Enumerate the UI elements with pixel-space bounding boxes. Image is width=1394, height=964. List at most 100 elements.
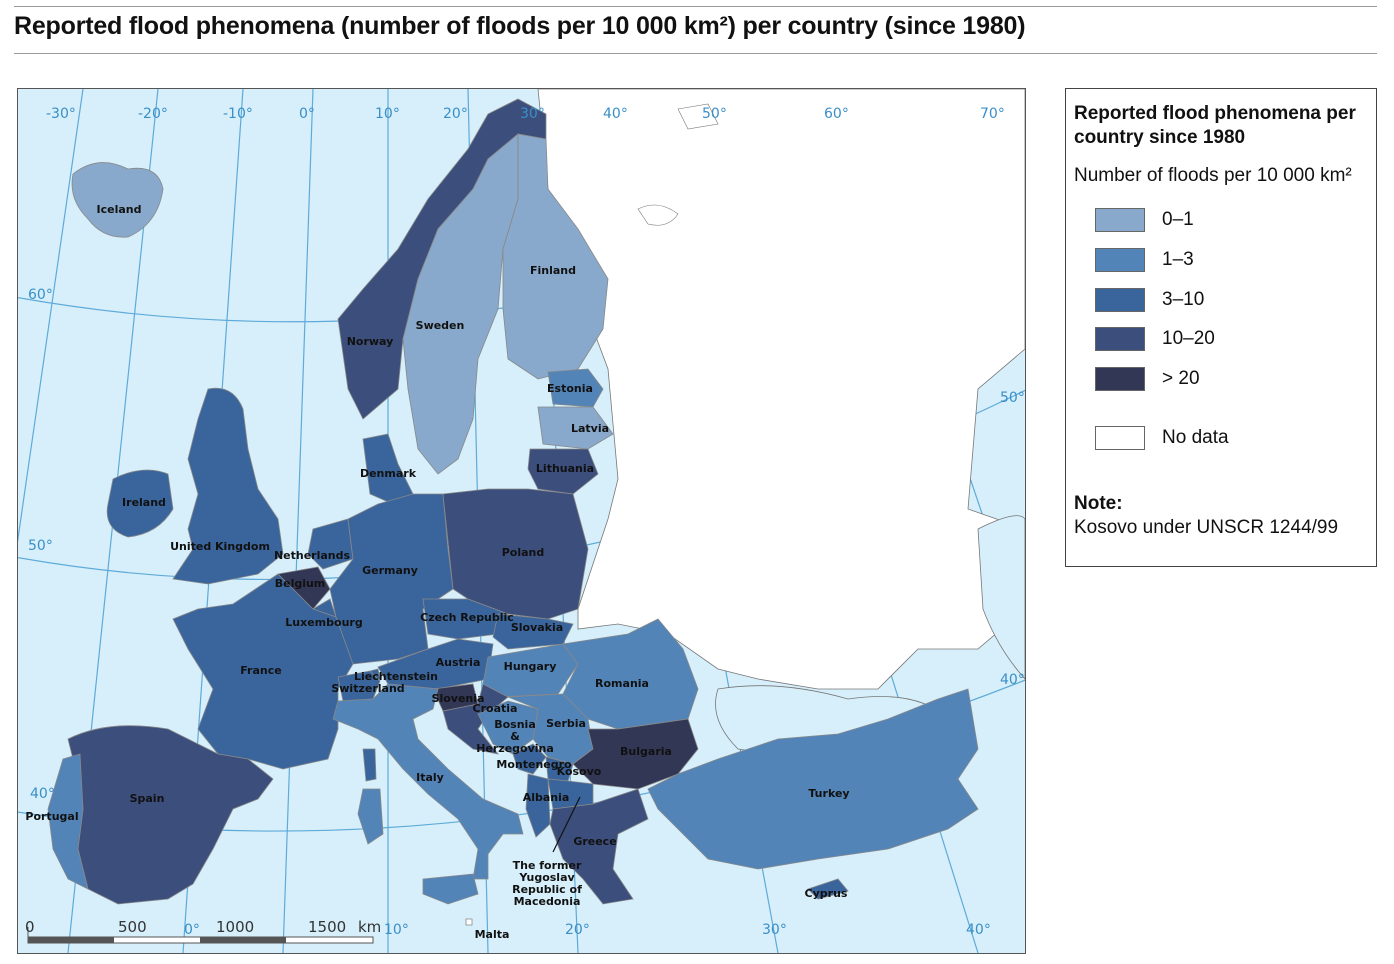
- country-germany[interactable]: [329, 493, 454, 665]
- lat-label: 60°: [28, 287, 53, 303]
- lon-label: 20°: [565, 922, 590, 938]
- label-montenegro: Montenegro: [496, 758, 572, 771]
- scale-label-500: 500: [118, 918, 147, 936]
- legend-subtitle: Number of floods per 10 000 km²: [1074, 165, 1352, 186]
- label-albania: Albania: [523, 791, 570, 804]
- label-slovenia: Slovenia: [432, 692, 485, 705]
- lat-label: 40°: [1000, 672, 1025, 688]
- lon-label: 30°: [762, 922, 787, 938]
- legend-swatch: [1095, 426, 1145, 450]
- country-turkey[interactable]: [647, 688, 979, 870]
- legend-item: 10–20: [1095, 326, 1215, 352]
- country-united-kingdom[interactable]: [172, 387, 284, 585]
- country-sweden[interactable]: [402, 133, 519, 475]
- country-cyprus[interactable]: [807, 878, 849, 900]
- country-estonia[interactable]: [547, 368, 604, 408]
- label-fyrom: The former Yugoslav Republic of Macedonia: [512, 859, 582, 908]
- country-portugal[interactable]: [47, 753, 89, 890]
- scale-label-1000: 1000: [216, 918, 254, 936]
- top-rule: [14, 6, 1377, 7]
- scale-unit: km: [358, 918, 381, 936]
- label-romania: Romania: [595, 677, 649, 690]
- legend-swatch: [1095, 367, 1145, 391]
- scale-label-1500: 1500: [308, 918, 346, 936]
- label-finland: Finland: [530, 264, 576, 277]
- country-albania[interactable]: [525, 773, 551, 838]
- legend-item: 3–10: [1095, 287, 1204, 313]
- label-turkey: Turkey: [808, 787, 849, 800]
- country-montenegro[interactable]: [512, 743, 547, 775]
- lon-label: -10°: [223, 106, 253, 122]
- label-united-kingdom: United Kingdom: [170, 540, 270, 553]
- country-italy[interactable]: [332, 683, 524, 880]
- label-germany: Germany: [362, 564, 418, 577]
- country-malta[interactable]: [465, 918, 473, 926]
- map-frame[interactable]: Iceland Norway Sweden Finland Estonia La…: [17, 88, 1026, 954]
- country-fyrom[interactable]: [547, 778, 594, 810]
- lon-label: 40°: [603, 106, 628, 122]
- legend-note-text: Kosovo under UNSCR 1244/99: [1074, 517, 1339, 538]
- label-france: France: [240, 664, 281, 677]
- legend-swatch: [1095, 327, 1145, 351]
- country-iceland[interactable]: [71, 162, 164, 238]
- country-sicily[interactable]: [422, 873, 479, 905]
- lon-label: 0°: [184, 922, 200, 938]
- label-netherlands: Netherlands: [274, 549, 351, 562]
- label-ireland: Ireland: [122, 496, 166, 509]
- page-title: Reported flood phenomena (number of floo…: [14, 12, 1026, 40]
- europe-map[interactable]: Iceland Norway Sweden Finland Estonia La…: [18, 89, 1025, 953]
- country-netherlands[interactable]: [307, 518, 354, 570]
- label-latvia: Latvia: [571, 422, 609, 435]
- label-austria: Austria: [436, 656, 481, 669]
- lon-label: 50°: [702, 106, 727, 122]
- label-croatia: Croatia: [473, 702, 518, 715]
- country-greece[interactable]: [549, 788, 649, 905]
- lon-label: 70°: [980, 106, 1005, 122]
- legend-label: 3–10: [1162, 289, 1205, 310]
- label-liechtenstein: Liechtenstein: [354, 670, 438, 683]
- label-denmark: Denmark: [360, 467, 417, 480]
- legend-label: 0–1: [1162, 209, 1194, 230]
- scale-bar: 0 500 1000 1500 km: [25, 918, 381, 944]
- country-france[interactable]: [172, 573, 354, 770]
- legend-label: 1–3: [1162, 249, 1194, 270]
- country-finland[interactable]: [502, 133, 609, 380]
- label-spain: Spain: [130, 792, 165, 805]
- label-serbia: Serbia: [546, 717, 586, 730]
- label-greece: Greece: [573, 835, 616, 848]
- label-norway: Norway: [347, 335, 394, 348]
- lat-label: 50°: [28, 538, 53, 554]
- legend-title: Reported flood phenomena per country sin…: [1074, 103, 1356, 148]
- legend-item: No data: [1095, 425, 1229, 451]
- label-hungary: Hungary: [504, 660, 557, 673]
- country-poland[interactable]: [442, 488, 589, 620]
- legend-label: 10–20: [1162, 328, 1215, 349]
- lon-label: -20°: [138, 106, 168, 122]
- lon-label: -30°: [46, 106, 76, 122]
- legend-swatch: [1095, 208, 1145, 232]
- country-switzerland[interactable]: [337, 670, 381, 702]
- country-ireland[interactable]: [106, 469, 174, 538]
- label-estonia: Estonia: [547, 382, 593, 395]
- country-bulgaria[interactable]: [572, 718, 699, 790]
- fyrom-leader-line: [552, 796, 581, 853]
- lon-label: 60°: [824, 106, 849, 122]
- legend-label: > 20: [1162, 368, 1200, 389]
- label-czech-republic: Czech Republic: [420, 611, 514, 624]
- label-switzerland: Switzerland: [331, 682, 404, 695]
- lon-label: 40°: [966, 922, 991, 938]
- no-data-land: [537, 89, 1025, 690]
- country-labels: Iceland Norway Sweden Finland Estonia La…: [25, 203, 849, 941]
- legend: Reported flood phenomena per country sin…: [1065, 88, 1377, 567]
- country-spain[interactable]: [67, 725, 274, 905]
- scale-label-0: 0: [25, 918, 35, 936]
- lon-label: 20°: [443, 106, 468, 122]
- lon-label: 30°: [520, 106, 545, 122]
- country-latvia[interactable]: [537, 406, 614, 450]
- legend-label: No data: [1162, 427, 1229, 448]
- country-corsica[interactable]: [362, 748, 377, 782]
- label-cyprus: Cyprus: [805, 887, 848, 900]
- label-poland: Poland: [502, 546, 545, 559]
- lon-label: 10°: [384, 922, 409, 938]
- country-sardinia[interactable]: [357, 788, 384, 845]
